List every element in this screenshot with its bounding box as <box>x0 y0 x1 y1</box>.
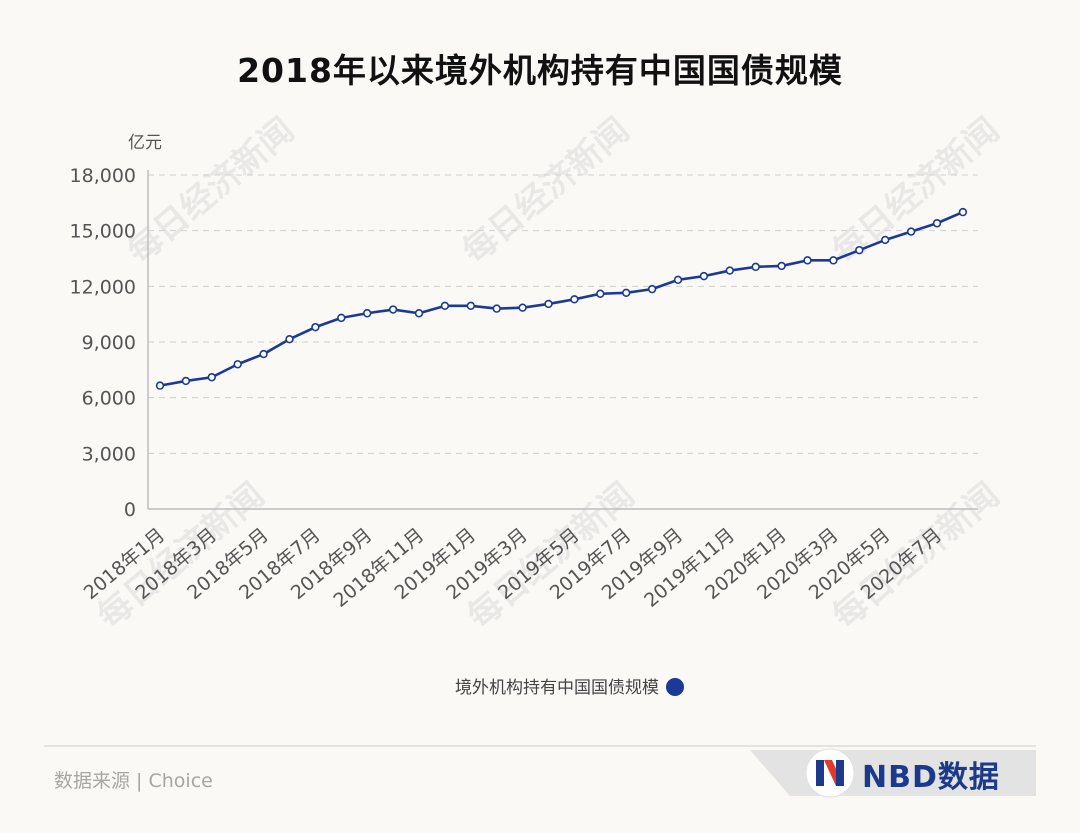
data-point <box>233 360 242 369</box>
y-tick-label: 6,000 <box>82 388 136 410</box>
nbd-logo-stroke-right <box>836 760 844 786</box>
data-point <box>181 376 191 386</box>
data-point <box>207 373 217 382</box>
data-point <box>932 219 942 228</box>
data-point <box>958 207 968 217</box>
data-point <box>673 275 683 285</box>
data-point <box>829 256 838 265</box>
data-point <box>880 235 890 245</box>
watermark: 每日经济新闻 <box>455 110 637 272</box>
data-point <box>725 266 734 275</box>
data-point <box>855 245 864 255</box>
data-point <box>751 262 760 272</box>
y-tick-label: 3,000 <box>82 443 136 465</box>
data-point <box>155 381 165 390</box>
y-tick-label: 9,000 <box>82 332 136 354</box>
nbd-logo-stroke-left <box>816 760 824 786</box>
data-point <box>647 284 657 294</box>
data-point <box>466 301 475 311</box>
y-tick-label: 0 <box>124 499 136 521</box>
y-axis-unit-label: 亿元 <box>128 133 162 153</box>
y-tick-label: 18,000 <box>70 165 136 187</box>
data-point <box>544 299 553 309</box>
data-point <box>906 227 916 236</box>
series-layer <box>155 207 968 390</box>
brand-banner <box>750 748 1036 798</box>
data-point <box>803 256 812 265</box>
data-point <box>337 313 346 323</box>
data-point <box>285 335 294 344</box>
data-point <box>492 304 501 313</box>
watermark: 每日经济新闻 <box>825 110 1007 272</box>
legend: 境外机构持有中国国债规模 <box>455 678 684 698</box>
data-point <box>440 301 450 311</box>
data-point <box>414 309 424 318</box>
legend-label: 境外机构持有中国国债规模 <box>455 678 659 698</box>
data-point <box>259 349 268 359</box>
data-point <box>570 295 579 304</box>
brand-name: NBD数据 <box>862 760 1000 795</box>
data-point <box>388 305 398 314</box>
y-tick-labels: 0 3,000 6,000 9,000 12,000 15,000 18,000 <box>70 165 136 521</box>
data-point <box>596 289 605 298</box>
series-line <box>159 210 964 387</box>
data-point <box>699 271 709 281</box>
data-point <box>621 288 631 298</box>
data-source: 数据来源 | Choice <box>54 770 213 792</box>
data-point <box>311 322 320 332</box>
legend-marker <box>666 678 684 696</box>
y-tick-label: 12,000 <box>70 276 136 298</box>
y-tick-label: 15,000 <box>70 221 136 243</box>
data-point <box>777 261 786 271</box>
footer-divider <box>44 745 1036 747</box>
axis-layer <box>147 170 978 510</box>
data-point <box>518 303 527 312</box>
data-point <box>363 309 372 318</box>
chart-title: 2018年以来境外机构持有中国国债规模 <box>237 51 843 90</box>
